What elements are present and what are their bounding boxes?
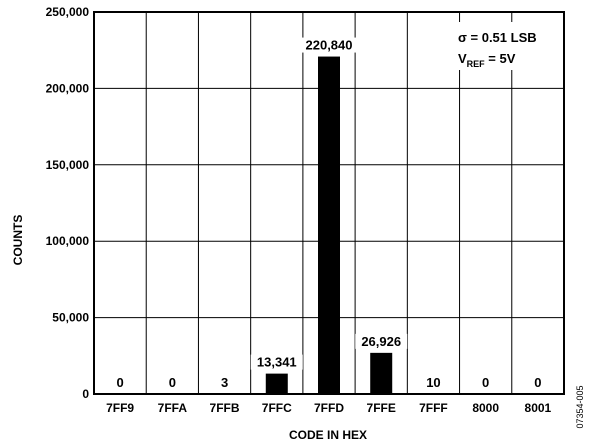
x-tick-label: 7FFF xyxy=(419,401,448,415)
value-label-background xyxy=(299,37,359,53)
vref-value: = 5V xyxy=(485,51,516,66)
y-axis-ticks: 0 50,000 100,000 150,000 200,000 250,000 xyxy=(46,5,90,401)
vref-main: V xyxy=(458,51,467,66)
y-tick-label: 50,000 xyxy=(52,311,89,325)
y-axis-title: COUNTS xyxy=(11,215,25,266)
y-tick-label: 200,000 xyxy=(46,81,90,95)
value-labels: 0 0 3 13,341 220,840 26,926 10 0 0 xyxy=(114,37,544,390)
value-label-background xyxy=(166,375,179,390)
value-label: 26,926 xyxy=(361,334,401,349)
plot-frame xyxy=(93,11,565,395)
x-tick-label: 7FFE xyxy=(367,401,396,415)
value-label: 13,341 xyxy=(257,355,297,370)
y-tick-label: 100,000 xyxy=(46,234,90,248)
bar-7ffe xyxy=(370,352,393,394)
value-label: 0 xyxy=(482,375,489,390)
value-label-background xyxy=(479,375,492,390)
y-tick-label: 250,000 xyxy=(46,5,90,19)
bar-7ffd xyxy=(318,56,340,394)
value-label: 3 xyxy=(221,375,228,390)
value-label: 10 xyxy=(426,375,440,390)
sigma-annotation: σ = 0.51 LSB xyxy=(458,30,537,45)
y-tick-label: 150,000 xyxy=(46,158,90,172)
grid-lines xyxy=(94,12,564,394)
x-tick-label: 7FF9 xyxy=(106,401,134,415)
x-axis-ticks: 7FF9 7FFA 7FFB 7FFC 7FFD 7FFE 7FFF 8000 8001 xyxy=(106,401,551,415)
x-axis-title: CODE IN HEX xyxy=(289,428,367,442)
vref-annotation: VREF = 5V xyxy=(458,51,516,69)
x-tick-label: 7FFD xyxy=(314,401,344,415)
x-tick-label: 7FFB xyxy=(210,401,240,415)
value-label: 0 xyxy=(169,375,176,390)
x-tick-label: 7FFC xyxy=(262,401,292,415)
value-label-background xyxy=(423,374,444,390)
bar-7ffc xyxy=(265,373,288,394)
figure-id: 07354-005 xyxy=(575,385,585,428)
y-tick-label: 0 xyxy=(82,387,89,401)
value-label-background xyxy=(250,354,303,370)
value-label-background xyxy=(114,375,127,390)
value-label-background xyxy=(531,375,544,390)
annotation-box: σ = 0.51 LSB VREF = 5V xyxy=(450,22,560,70)
value-label: 220,840 xyxy=(306,38,353,53)
value-label-background xyxy=(218,374,231,390)
x-tick-label: 8000 xyxy=(472,401,499,415)
value-label: 0 xyxy=(116,375,123,390)
x-tick-label: 8001 xyxy=(525,401,552,415)
bars xyxy=(213,56,445,394)
value-label: 0 xyxy=(534,375,541,390)
annotation-background xyxy=(450,22,560,70)
value-label-background xyxy=(355,333,408,349)
vref-subscript: REF xyxy=(467,59,486,69)
x-tick-label: 7FFA xyxy=(158,401,188,415)
